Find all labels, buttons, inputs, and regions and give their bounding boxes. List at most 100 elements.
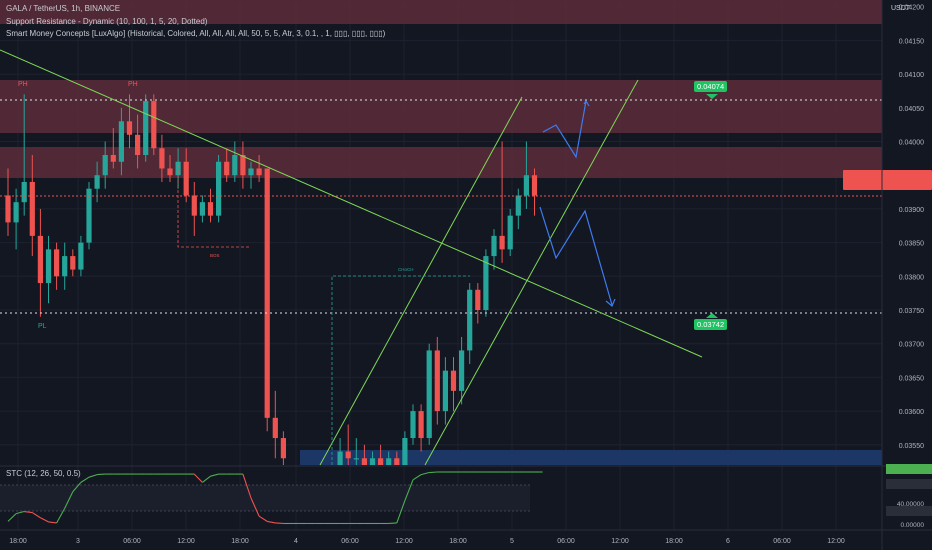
candle-body [45, 249, 52, 284]
target-high-pointer [706, 94, 718, 99]
candle-body [507, 215, 513, 250]
stc-legend[interactable]: STC (12, 26, 50, 0.5) [6, 469, 81, 478]
symbol-legend[interactable]: GALA / TetherUS, 1h, BINANCE [6, 4, 121, 13]
time-tick: 06:00 [773, 538, 791, 545]
stc-line-segment [429, 471, 438, 474]
descending-trendline [0, 49, 703, 358]
candle-body [167, 168, 173, 176]
target-high-tag: 0.04074 [694, 81, 728, 92]
candle-body [191, 195, 197, 216]
channel-upper-line [319, 96, 523, 466]
stc-line-segment [258, 515, 268, 522]
target-low-tag: 0.03742 [694, 319, 728, 330]
time-tick: 4 [294, 538, 298, 545]
time-tick: 12:00 [177, 538, 195, 545]
price-tick: 0.04200 [899, 5, 924, 12]
candle-body [418, 411, 424, 439]
time-tick: 06:00 [123, 538, 141, 545]
time-tick: 6 [726, 538, 730, 545]
candle-body [86, 188, 92, 243]
candle-body [240, 155, 246, 176]
candle-body [491, 235, 497, 257]
price-tick: 0.04000 [899, 140, 924, 147]
stc-line-segment [64, 491, 74, 509]
candle-body [159, 148, 165, 169]
stc-line-segment [56, 508, 66, 524]
candle-body [361, 458, 367, 465]
stc-line-segment [242, 473, 252, 499]
candle-body [224, 161, 230, 176]
resistance-zone-lower [0, 147, 882, 178]
stc-line-segment [396, 500, 406, 524]
time-tick: 18:00 [449, 538, 467, 545]
projection-bearish-path [539, 206, 613, 306]
time-tick: 18:00 [231, 538, 249, 545]
pl-label: PL [38, 323, 47, 330]
ph-label-left: PH [18, 81, 28, 88]
candle-body [183, 161, 189, 196]
candle-body [207, 202, 214, 216]
demand-zone [300, 450, 882, 465]
stc-line-segment [412, 474, 422, 481]
candle-body [126, 121, 133, 135]
stc-line-segment [388, 522, 397, 525]
price-tick: 0.04100 [899, 72, 924, 79]
price-tick: 0.03900 [899, 207, 924, 214]
candle-body [5, 195, 11, 223]
indicator-legend-smc[interactable]: Smart Money Concepts [LuxAlgo] (Historic… [6, 29, 386, 38]
grid-lines [0, 0, 882, 530]
price-tick: 0.03650 [899, 375, 924, 382]
candle-body [37, 235, 43, 284]
ph-label-mid: PH [128, 81, 138, 88]
stc-line-segment [210, 473, 219, 477]
projection-bullish-arrowhead [583, 99, 590, 107]
candle-body [70, 256, 76, 270]
resistance-zone-top [0, 0, 882, 24]
stc-line-segment [24, 510, 33, 514]
choch-label: CHoCH [398, 267, 414, 272]
stc-line-segment [32, 512, 41, 519]
time-tick: 12:00 [395, 538, 413, 545]
candle-body [337, 451, 343, 465]
candle-body [256, 168, 262, 176]
channel-lower-line [424, 79, 639, 466]
stc-line-segment [80, 476, 90, 483]
candle-body [531, 175, 538, 196]
stc-tick-40: 40.00000 [897, 501, 924, 508]
price-tick: 0.03800 [899, 274, 924, 281]
candle-body [378, 458, 384, 465]
stc-line-segment [48, 521, 57, 524]
stc-line-segment [97, 473, 106, 476]
candle-body [369, 458, 376, 465]
target-low-pointer [706, 313, 718, 318]
candle-body [143, 101, 149, 155]
candle-body [394, 458, 400, 465]
stc-line-segment [72, 482, 82, 493]
stc-value-tag-bg [886, 464, 932, 474]
time-tick: 18:00 [9, 538, 27, 545]
candle-body [248, 168, 254, 176]
stc-line-segment [15, 510, 25, 515]
stc-line-segment [7, 513, 17, 522]
candle-body [434, 350, 440, 412]
projection-bullish-path [542, 100, 587, 159]
price-tick: 0.04050 [899, 106, 924, 113]
candle-body [410, 411, 416, 439]
stc-line-segment [88, 474, 98, 478]
time-tick: 06:00 [341, 538, 359, 545]
indicator-legend-sr[interactable]: Support Resistance - Dynamic (10, 100, 1… [6, 17, 208, 26]
candle-body [118, 121, 124, 162]
candle-body [78, 242, 84, 270]
choch-line [331, 275, 470, 465]
price-tick: 0.03700 [899, 342, 924, 349]
price-tick: 0.03550 [899, 443, 924, 450]
candle-body [264, 168, 270, 418]
candle-body [475, 289, 481, 310]
candle-body [523, 175, 529, 196]
stc-line-segment [202, 475, 211, 483]
candle-body [515, 195, 521, 216]
time-tick: 3 [76, 538, 80, 545]
stc-line-segment [420, 471, 430, 476]
